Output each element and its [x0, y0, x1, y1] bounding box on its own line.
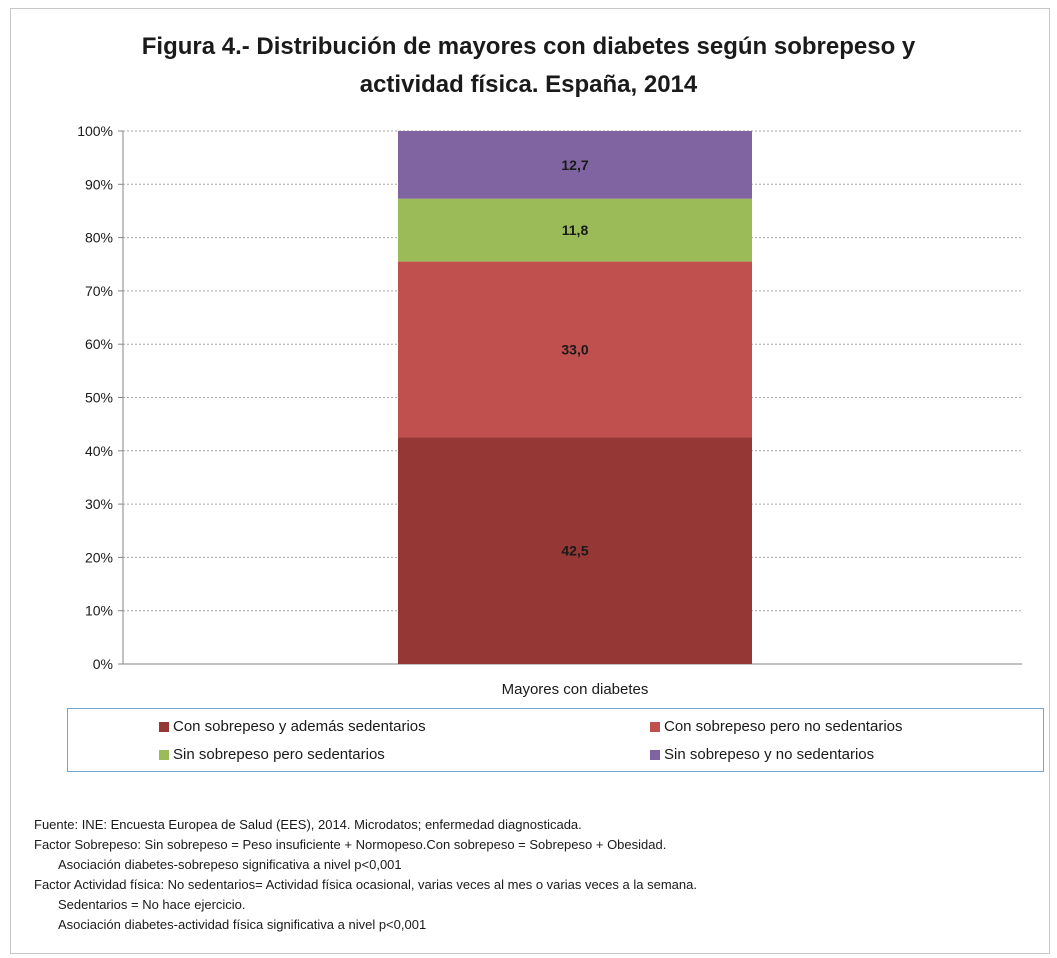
legend-label-series-3: Sin sobrepeso pero sedentarios	[173, 746, 385, 763]
footnote-activity-factor: Factor Actividad física: No sedentarios=…	[34, 877, 697, 892]
bar-segment-series-2	[398, 261, 752, 438]
y-tick-label: 100%	[77, 123, 113, 139]
legend-item-series-3: Sin sobrepeso pero sedentarios	[159, 746, 385, 763]
legend-item-series-4: Sin sobrepeso y no sedentarios	[650, 746, 874, 763]
y-tick-label: 60%	[85, 336, 113, 352]
legend-item-series-2: Con sobrepeso pero no sedentarios	[650, 718, 903, 735]
footnote-overweight-factor: Factor Sobrepeso: Sin sobrepeso = Peso i…	[34, 837, 667, 852]
y-tick-label: 10%	[85, 603, 113, 619]
y-tick-label: 20%	[85, 549, 113, 565]
legend-label-series-4: Sin sobrepeso y no sedentarios	[664, 746, 875, 763]
y-tick-label: 30%	[85, 496, 113, 512]
legend-swatch-series-1	[159, 721, 169, 732]
chart-title-line-1: Figura 4.- Distribución de mayores con d…	[141, 33, 916, 60]
y-tick-label: 80%	[85, 230, 113, 246]
bar-segment-series-3	[398, 198, 752, 262]
y-axis: 0% 10% 20% 30% 40% 50% 60% 70% 80% 90% 100%	[77, 123, 1022, 672]
y-tick-label: 40%	[85, 443, 113, 459]
bar-segment-series-4	[398, 131, 752, 199]
data-label-series-2: 33,0	[561, 342, 588, 358]
legend: Con sobrepeso y además sedentarios Con s…	[67, 708, 1044, 772]
x-category-label: Mayores con diabetes	[502, 681, 649, 698]
bar-stack: 42,5 33,0 11,8 12,7	[398, 131, 752, 664]
data-label-series-4: 12,7	[561, 157, 588, 173]
y-tick-label: 50%	[85, 390, 113, 406]
footnote-activity-association: Asociación diabetes-actividad física sig…	[58, 917, 427, 932]
y-tick-label: 90%	[85, 176, 113, 192]
y-tick-label: 0%	[93, 656, 113, 672]
footnote-source: Fuente: INE: Encuesta Europea de Salud (…	[34, 817, 582, 832]
legend-swatch-series-3	[159, 749, 169, 760]
y-tick-label: 70%	[85, 283, 113, 299]
chart-title-line-2: actividad física. España, 2014	[359, 71, 698, 98]
legend-label-series-2: Con sobrepeso pero no sedentarios	[664, 718, 903, 735]
chart-title: Figura 4.- Distribución de mayores con d…	[0, 28, 1057, 104]
legend-item-series-1: Con sobrepeso y además sedentarios	[159, 718, 426, 735]
data-label-series-3: 11,8	[562, 222, 589, 238]
data-label-series-1: 42,5	[561, 543, 588, 559]
footnote-overweight-association: Asociación diabetes-sobrepeso significat…	[58, 857, 402, 872]
footnote-sedentary-definition: Sedentarios = No hace ejercicio.	[58, 897, 246, 912]
x-axis: Mayores con diabetes	[502, 681, 649, 698]
legend-swatch-series-4	[650, 749, 660, 760]
legend-swatch-series-2	[650, 721, 660, 732]
bar-segment-series-1	[398, 437, 752, 664]
footnotes: Fuente: INE: Encuesta Europea de Salud (…	[34, 815, 1034, 935]
legend-label-series-1: Con sobrepeso y además sedentarios	[173, 718, 426, 735]
